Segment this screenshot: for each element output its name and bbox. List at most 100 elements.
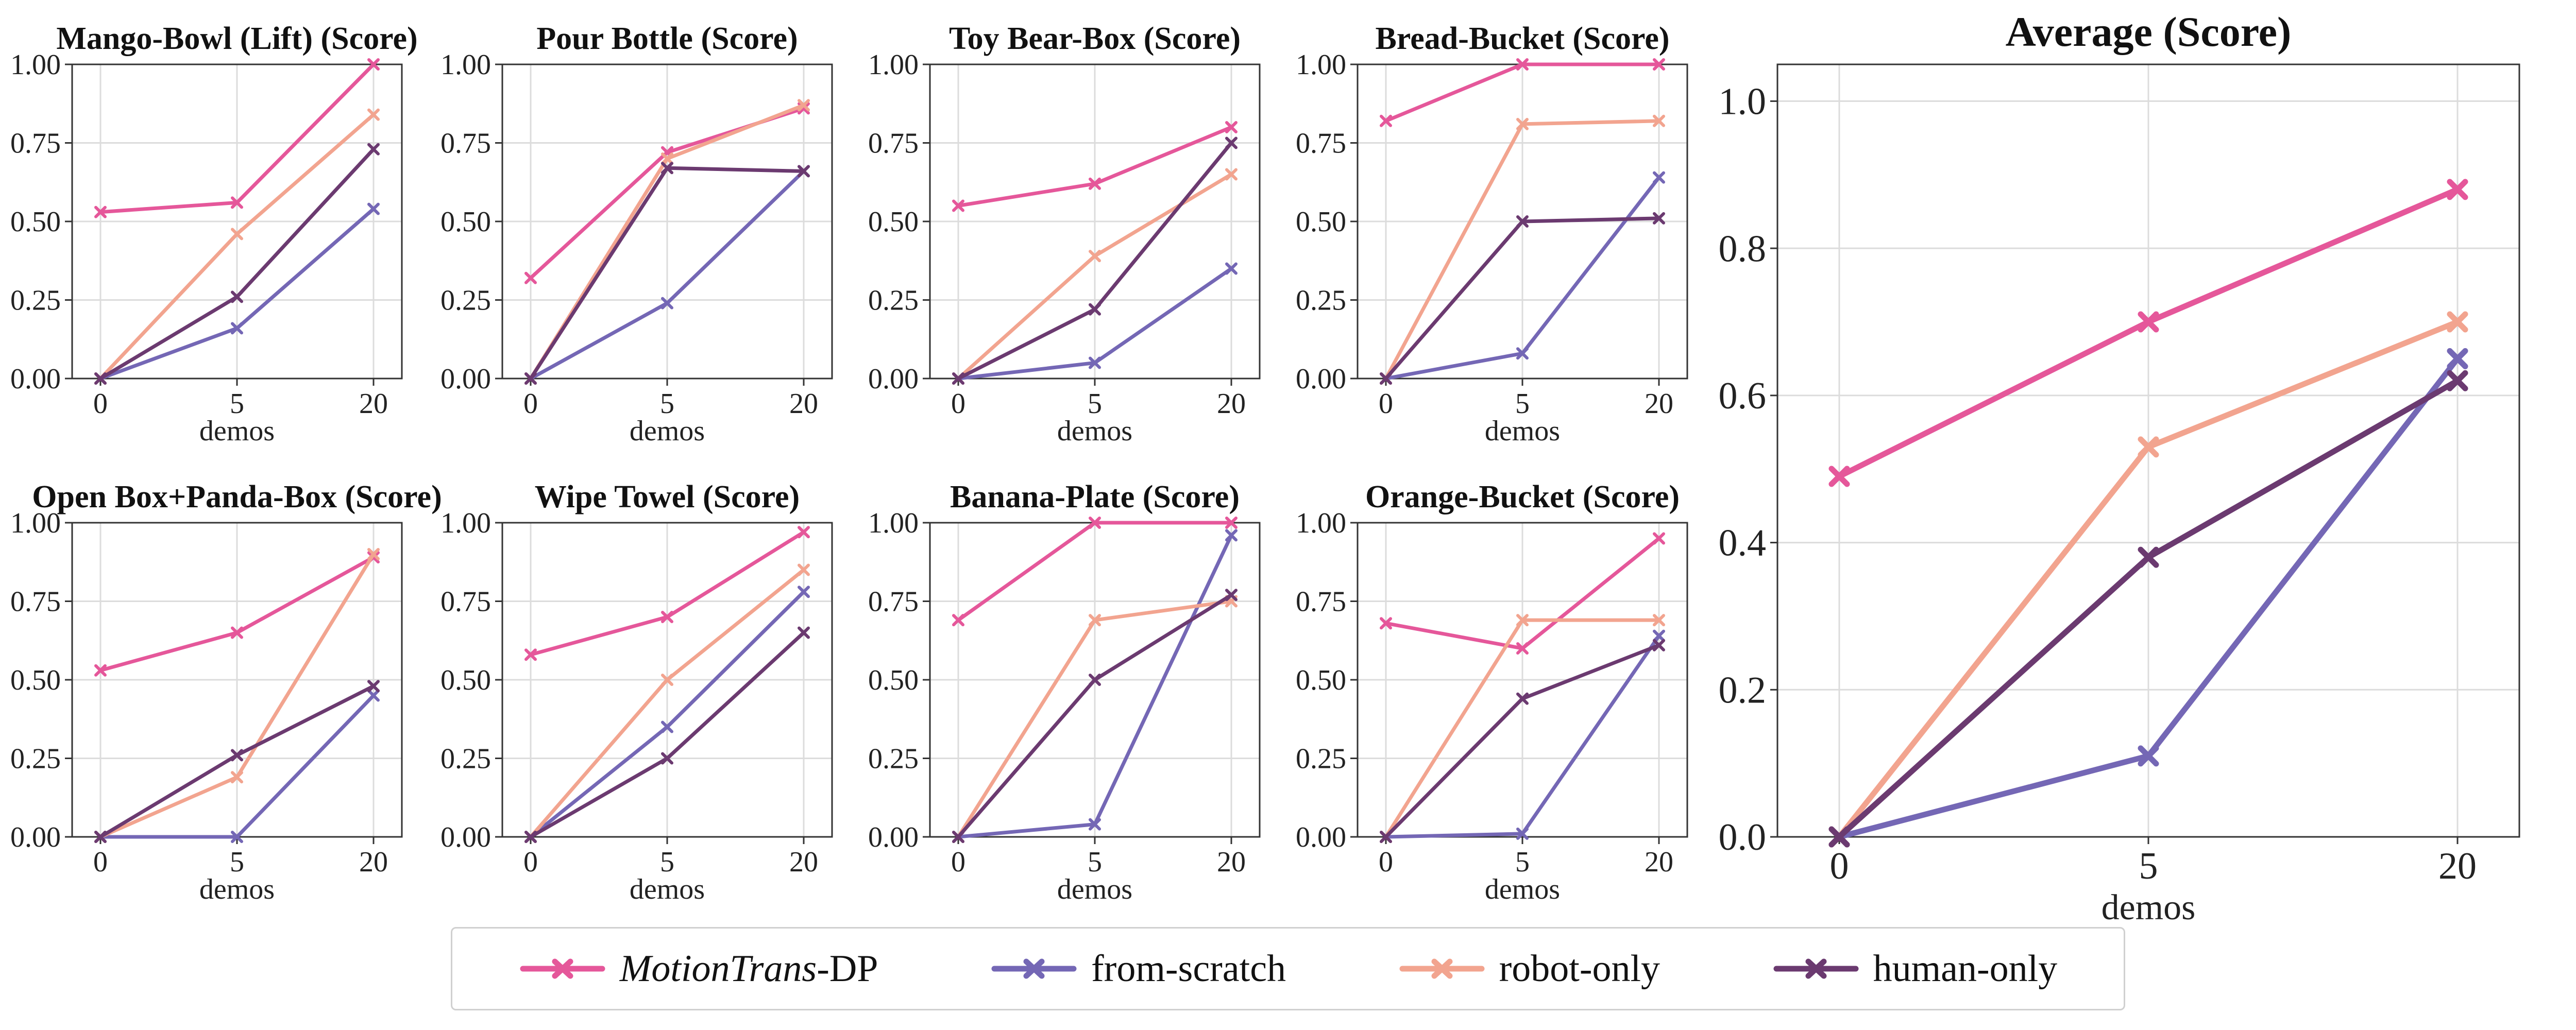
y-tick-label: 0.25 — [10, 743, 61, 775]
data-point-robot-only — [1516, 614, 1529, 627]
data-point-robot-only — [1653, 114, 1665, 127]
legend-swatch — [520, 958, 605, 979]
data-point-MotionTrans-DP — [1516, 58, 1529, 71]
data-point-MotionTrans-DP — [1828, 466, 1850, 487]
x-tick-label: 0 — [1379, 388, 1393, 420]
y-tick-label: 0.50 — [10, 206, 61, 238]
chart-panel: 0.00 0.25 0.50 0.75 1.00 0 5 20 demos Mango-Bowl … — [10, 21, 418, 447]
y-tick-label: 0.6 — [1719, 375, 1767, 417]
y-tick-label: 1.00 — [10, 507, 61, 539]
y-tick-label: 0.25 — [1296, 285, 1346, 317]
y-tick-label: 1.00 — [10, 49, 61, 81]
x-axis-label: demos — [630, 873, 705, 905]
y-tick-label: 1.00 — [440, 49, 491, 81]
y-tick-label: 1.00 — [868, 507, 919, 539]
data-point-robot-only — [1516, 117, 1529, 130]
x-tick-label: 5 — [2139, 845, 2158, 887]
x-tick-label: 0 — [1379, 846, 1393, 878]
x-tick-label: 0 — [523, 846, 538, 878]
x-tick-label: 20 — [789, 846, 818, 878]
legend-item: robot-only — [1398, 947, 1660, 991]
legend-item: human-only — [1772, 947, 2058, 991]
chart-panel: 0.0 0.2 0.4 0.6 0.8 1.0 0 5 20 demos Average (Scor… — [1719, 8, 2520, 928]
y-tick-label: 0.75 — [1296, 128, 1346, 160]
data-point-MotionTrans-DP — [1225, 517, 1238, 529]
data-point-MotionTrans-DP — [1225, 121, 1238, 133]
data-point-MotionTrans-DP — [952, 199, 964, 212]
y-tick-label: 1.0 — [1719, 81, 1767, 123]
data-point-human-only — [231, 749, 243, 762]
data-point-human-only — [952, 372, 964, 385]
x-tick-label: 20 — [1645, 388, 1673, 420]
chart-title: Toy Bear-Box (Score) — [949, 21, 1241, 56]
legend-label: from-scratch — [1091, 947, 1286, 990]
data-point-robot-only — [1089, 250, 1101, 263]
data-point-MotionTrans-DP — [94, 205, 107, 218]
x-tick-label: 20 — [789, 388, 818, 420]
data-point-robot-only — [798, 99, 810, 112]
x-axis-label: demos — [199, 415, 275, 447]
y-tick-label: 0.75 — [10, 586, 61, 618]
data-point-robot-only — [231, 228, 243, 241]
data-point-human-only — [1653, 212, 1665, 225]
data-point-from-scratch — [1225, 529, 1238, 542]
data-point-human-only — [231, 290, 243, 303]
y-tick-label: 0.25 — [868, 285, 919, 317]
data-point-robot-only — [1653, 614, 1665, 627]
data-point-from-scratch — [1516, 347, 1529, 360]
chart-panel: 0.00 0.25 0.50 0.75 1.00 0 5 20 demos Open Box+Pa… — [10, 479, 442, 905]
data-point-human-only — [1089, 674, 1101, 686]
y-tick-label: 0.75 — [1296, 586, 1346, 618]
data-point-human-only — [1516, 692, 1529, 705]
data-point-human-only — [1225, 136, 1238, 149]
data-point-from-scratch — [661, 720, 673, 733]
chart-title: Wipe Towel (Score) — [535, 479, 800, 514]
y-tick-label: 0.00 — [1296, 821, 1346, 853]
legend-label: human-only — [1873, 947, 2058, 990]
legend-item: MotionTrans-DP — [519, 947, 878, 991]
data-point-human-only — [1828, 826, 1850, 848]
x-axis-label: demos — [2102, 888, 2196, 928]
y-tick-label: 0.75 — [868, 128, 919, 160]
chart-title: Banana-Plate (Score) — [950, 479, 1240, 514]
y-tick-label: 0.50 — [868, 206, 919, 238]
data-point-MotionTrans-DP — [94, 664, 107, 677]
y-tick-label: 0.25 — [440, 285, 491, 317]
y-tick-label: 1.00 — [868, 49, 919, 81]
y-tick-label: 0.25 — [868, 743, 919, 775]
data-point-from-scratch — [231, 322, 243, 335]
x-tick-label: 5 — [1088, 846, 1102, 878]
data-point-human-only — [2447, 370, 2468, 391]
chart-title: Bread-Bucket (Score) — [1375, 21, 1669, 56]
y-tick-label: 0.00 — [10, 821, 61, 853]
x-tick-label: 5 — [1515, 846, 1530, 878]
data-point-from-scratch — [1653, 171, 1665, 184]
chart-panel: 0.00 0.25 0.50 0.75 1.00 0 5 20 demos Bread-Bucke… — [1296, 21, 1688, 447]
data-point-human-only — [94, 831, 107, 843]
data-point-robot-only — [798, 563, 810, 576]
data-point-robot-only — [367, 108, 380, 121]
y-tick-label: 0.4 — [1719, 522, 1767, 564]
legend-label: robot-only — [1499, 947, 1660, 990]
x-axis-label: demos — [1057, 873, 1132, 905]
x-axis-label: demos — [1057, 415, 1132, 447]
data-point-MotionTrans-DP — [524, 271, 537, 284]
data-point-human-only — [367, 143, 380, 156]
data-point-MotionTrans-DP — [798, 526, 810, 539]
y-tick-label: 0.00 — [868, 821, 919, 853]
y-tick-label: 0.25 — [1296, 743, 1346, 775]
y-tick-label: 0.75 — [440, 128, 491, 160]
data-point-human-only — [1225, 589, 1238, 602]
data-point-robot-only — [2138, 436, 2159, 458]
data-point-from-scratch — [2138, 745, 2159, 767]
x-tick-label: 5 — [230, 388, 244, 420]
x-tick-label: 0 — [93, 388, 108, 420]
chart-title: Mango-Bowl (Lift) (Score) — [56, 21, 417, 56]
data-point-MotionTrans-DP — [661, 611, 673, 623]
y-tick-label: 0.2 — [1719, 669, 1767, 711]
x-tick-label: 0 — [951, 388, 965, 420]
x-tick-label: 5 — [660, 846, 674, 878]
data-point-from-scratch — [231, 831, 243, 843]
data-point-human-only — [1380, 372, 1392, 385]
x-tick-label: 5 — [660, 388, 674, 420]
